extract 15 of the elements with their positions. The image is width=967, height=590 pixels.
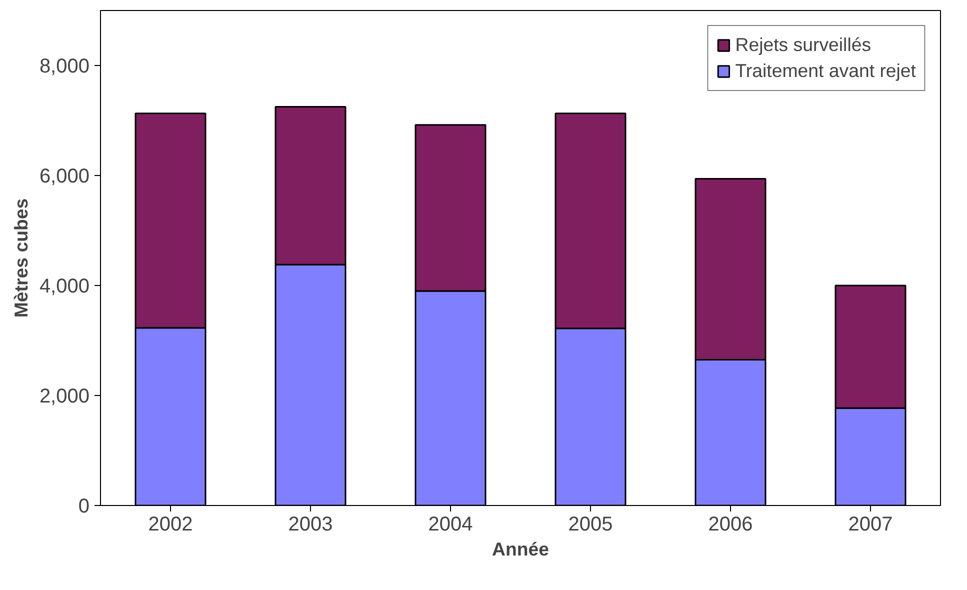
y-tick-label: 4,000 [39,276,90,298]
x-tick-label: 2002 [148,514,193,536]
x-tick-label: 2006 [708,514,753,536]
y-tick-label: 8,000 [39,56,90,78]
x-axis-title: Année [492,538,550,560]
y-tick-label: 0 [78,496,90,518]
legend-label: Traitement avant rejet [735,60,916,82]
x-tick-label: 2007 [848,514,893,536]
x-tick-label: 2004 [428,514,473,536]
y-tick-label: 2,000 [39,386,90,408]
x-tick-label: 2003 [288,514,333,536]
legend-label: Rejets surveillés [735,34,872,56]
y-tick-label: 6,000 [39,166,90,188]
y-axis-title: Mètres cubes [10,198,32,318]
x-tick-label: 2005 [568,514,613,536]
